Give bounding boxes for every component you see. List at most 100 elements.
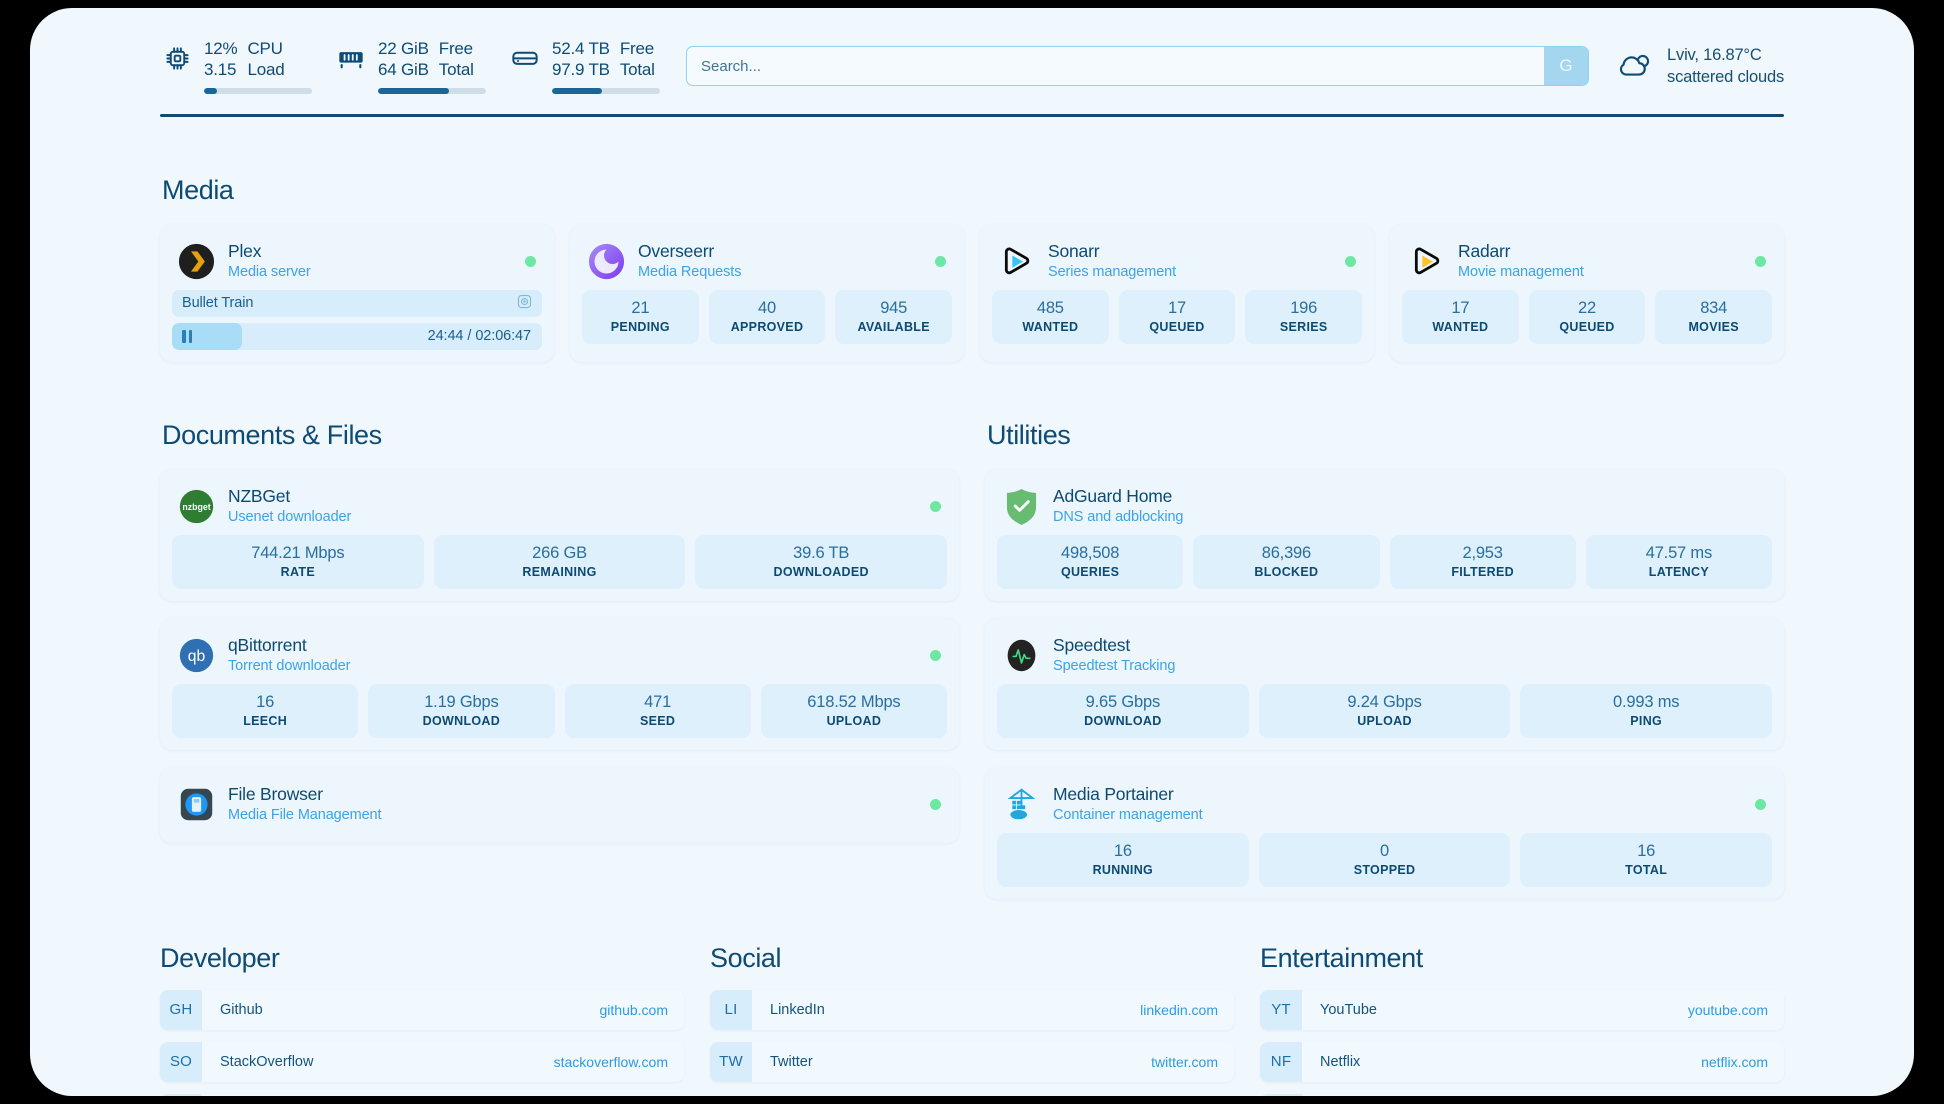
stat-value: 266 GB (532, 543, 587, 562)
stat-value: 834 (1700, 298, 1728, 317)
search-input[interactable] (687, 47, 1545, 85)
cpu-label-1: CPU (247, 39, 283, 58)
stat-latency: 47.57 ms LATENCY (1585, 534, 1772, 589)
bookmark-item-reddit[interactable]: RE Reddit reddit.com (1260, 1093, 1784, 1097)
card-header: Overseerr Media Requests (582, 234, 952, 290)
nzbget-logo-icon: nzbget (178, 488, 215, 525)
stat-label: QUEUED (1149, 319, 1205, 334)
stat-value: 86,396 (1261, 543, 1312, 562)
widget-cpu: 12% 3.15 CPU Load (160, 38, 312, 94)
stat-label: LATENCY (1648, 564, 1709, 579)
stat-label: BLOCKED (1254, 564, 1319, 579)
bookmark-item-stackoverflow[interactable]: SO StackOverflow stackoverflow.com (160, 1041, 684, 1082)
bookmark-group-social: Social LI LinkedIn linkedin.com TW Twitt… (710, 943, 1234, 1097)
stat-row: 17 WANTED 22 QUEUED 834 MOVIES (1402, 289, 1773, 344)
stat-label: QUERIES (1060, 564, 1120, 579)
stat-label: PING (1630, 713, 1663, 728)
bookmark-abbr: NF (1260, 1041, 1302, 1082)
service-card-radarr[interactable]: Radarr Movie management 17 WANTED 22 QUE… (1390, 223, 1784, 362)
card-header: Sonarr Series management (992, 234, 1362, 290)
section-title-media: Media (162, 174, 234, 205)
stat-label: DOWNLOAD (422, 713, 501, 728)
bookmark-name: Reddit (1302, 1094, 1703, 1097)
stat-value: 0.993 ms (1613, 692, 1680, 711)
stat-upload: 618.52 Mbps UPLOAD (760, 683, 947, 738)
utilities-card-stack: AdGuard Home DNS and adblocking 498,508 … (985, 468, 1784, 899)
status-indicator-online (930, 649, 941, 661)
bookmark-abbr: DT (160, 1093, 202, 1096)
stat-wanted: 17 WANTED (1402, 289, 1519, 344)
stat-rate: 744.21 Mbps RATE (172, 534, 424, 589)
status-indicator-online (930, 500, 941, 512)
service-card-adguard-home[interactable]: AdGuard Home DNS and adblocking 498,508 … (985, 468, 1784, 601)
sonarr-logo-icon (998, 243, 1035, 280)
elapsed-time: 24:44 (427, 328, 464, 344)
bookmark-url: linkedin.com (1140, 1001, 1218, 1018)
bookmark-item-twitter[interactable]: TW Twitter twitter.com (710, 1041, 1234, 1082)
stat-available: 945 AVAILABLE (835, 289, 953, 344)
search-box[interactable]: G (686, 46, 1590, 86)
memory-free-value: 22 GiB (378, 39, 429, 58)
now-playing-progress-bar[interactable]: 24:44/02:06:47 (172, 322, 542, 350)
stat-value: 744.21 Mbps (251, 543, 345, 562)
service-card-plex[interactable]: Plex Media server Bullet Train (160, 223, 554, 362)
stat-movies: 834 MOVIES (1655, 289, 1773, 344)
time-separator: / (467, 328, 472, 344)
bookmark-item-linkedin[interactable]: LI LinkedIn linkedin.com (710, 989, 1234, 1030)
service-card-qbittorrent[interactable]: qb qBittorrent Torrent downloader (160, 617, 959, 750)
service-name: Radarr (1458, 240, 1511, 261)
stat-label: REMAINING (522, 564, 597, 579)
now-playing-title: Bullet Train (182, 295, 254, 311)
cpu-icon (160, 38, 194, 78)
widget-disk: 52.4 TB 97.9 TB Free Total (508, 38, 660, 94)
disk-usage-bar (552, 88, 660, 94)
header-divider (160, 114, 1784, 117)
memory-total-value: 64 GiB (378, 60, 429, 79)
stat-value: 39.6 TB (793, 543, 850, 562)
bookmark-item-youtube[interactable]: YT YouTube youtube.com (1260, 989, 1784, 1030)
bookmark-item-github[interactable]: GH Github github.com (160, 989, 684, 1030)
bookmark-abbr: GH (160, 989, 202, 1030)
stat-label: SERIES (1279, 319, 1328, 334)
bookmark-url: stackoverflow.com (553, 1053, 668, 1070)
card-header: qb qBittorrent Torrent downloader (172, 628, 947, 684)
status-indicator-online (1345, 255, 1356, 267)
service-name: File Browser (228, 783, 323, 804)
search-submit-button[interactable]: G (1544, 47, 1589, 85)
qbittorrent-logo-icon: qb (178, 637, 215, 674)
stat-value: 196 (1290, 298, 1318, 317)
status-indicator-online (935, 255, 946, 267)
cloud-icon (1615, 51, 1653, 81)
cpu-load-value: 3.15 (204, 60, 237, 79)
service-card-media-portainer[interactable]: Media Portainer Container management 16 … (985, 766, 1784, 899)
stat-value: 0 (1380, 841, 1389, 860)
service-card-nzbget[interactable]: nzbget NZBGet Usenet downloader 74 (160, 468, 959, 601)
memory-label-2: Total (438, 60, 474, 79)
bookmark-item-netflix[interactable]: NF Netflix netflix.com (1260, 1041, 1784, 1082)
service-card-sonarr[interactable]: Sonarr Series management 485 WANTED 17 Q… (980, 223, 1374, 362)
stat-value: 40 (758, 298, 776, 317)
bookmark-item-dev[interactable]: DT DEV dev.to (160, 1093, 684, 1096)
bookmark-name: LinkedIn (770, 1001, 825, 1018)
bookmark-group-title: Developer (160, 942, 280, 973)
status-indicator-online (930, 798, 941, 810)
stat-value: 21 (631, 298, 650, 317)
status-indicator-online (1755, 255, 1766, 267)
stat-label: QUEUED (1559, 319, 1615, 334)
bookmark-group-developer: Developer GH Github github.com SO StackO… (160, 942, 684, 1096)
service-card-file-browser[interactable]: File Browser Media File Management (160, 766, 959, 843)
stat-queries: 498,508 QUERIES (997, 534, 1184, 589)
service-subtitle: Media server (228, 263, 311, 280)
service-card-speedtest[interactable]: Speedtest Speedtest Tracking 9.65 Gbps D… (985, 617, 1784, 750)
service-subtitle: Movie management (1458, 263, 1584, 280)
disk-label-1: Free (619, 39, 654, 58)
service-card-overseerr[interactable]: Overseerr Media Requests 21 PENDING 40 A… (570, 223, 964, 362)
bookmark-group-entertainment: Entertainment YT YouTube youtube.com NF … (1260, 943, 1784, 1097)
stat-label: FILTERED (1451, 564, 1514, 579)
pause-icon[interactable] (182, 329, 192, 343)
stat-label: DOWNLOADED (773, 564, 869, 579)
disk-icon (508, 38, 542, 78)
overseerr-logo-icon (588, 243, 625, 280)
card-header: Plex Media server (172, 234, 542, 290)
stat-row: 9.65 Gbps DOWNLOAD 9.24 Gbps UPLOAD 0.99… (997, 683, 1773, 738)
